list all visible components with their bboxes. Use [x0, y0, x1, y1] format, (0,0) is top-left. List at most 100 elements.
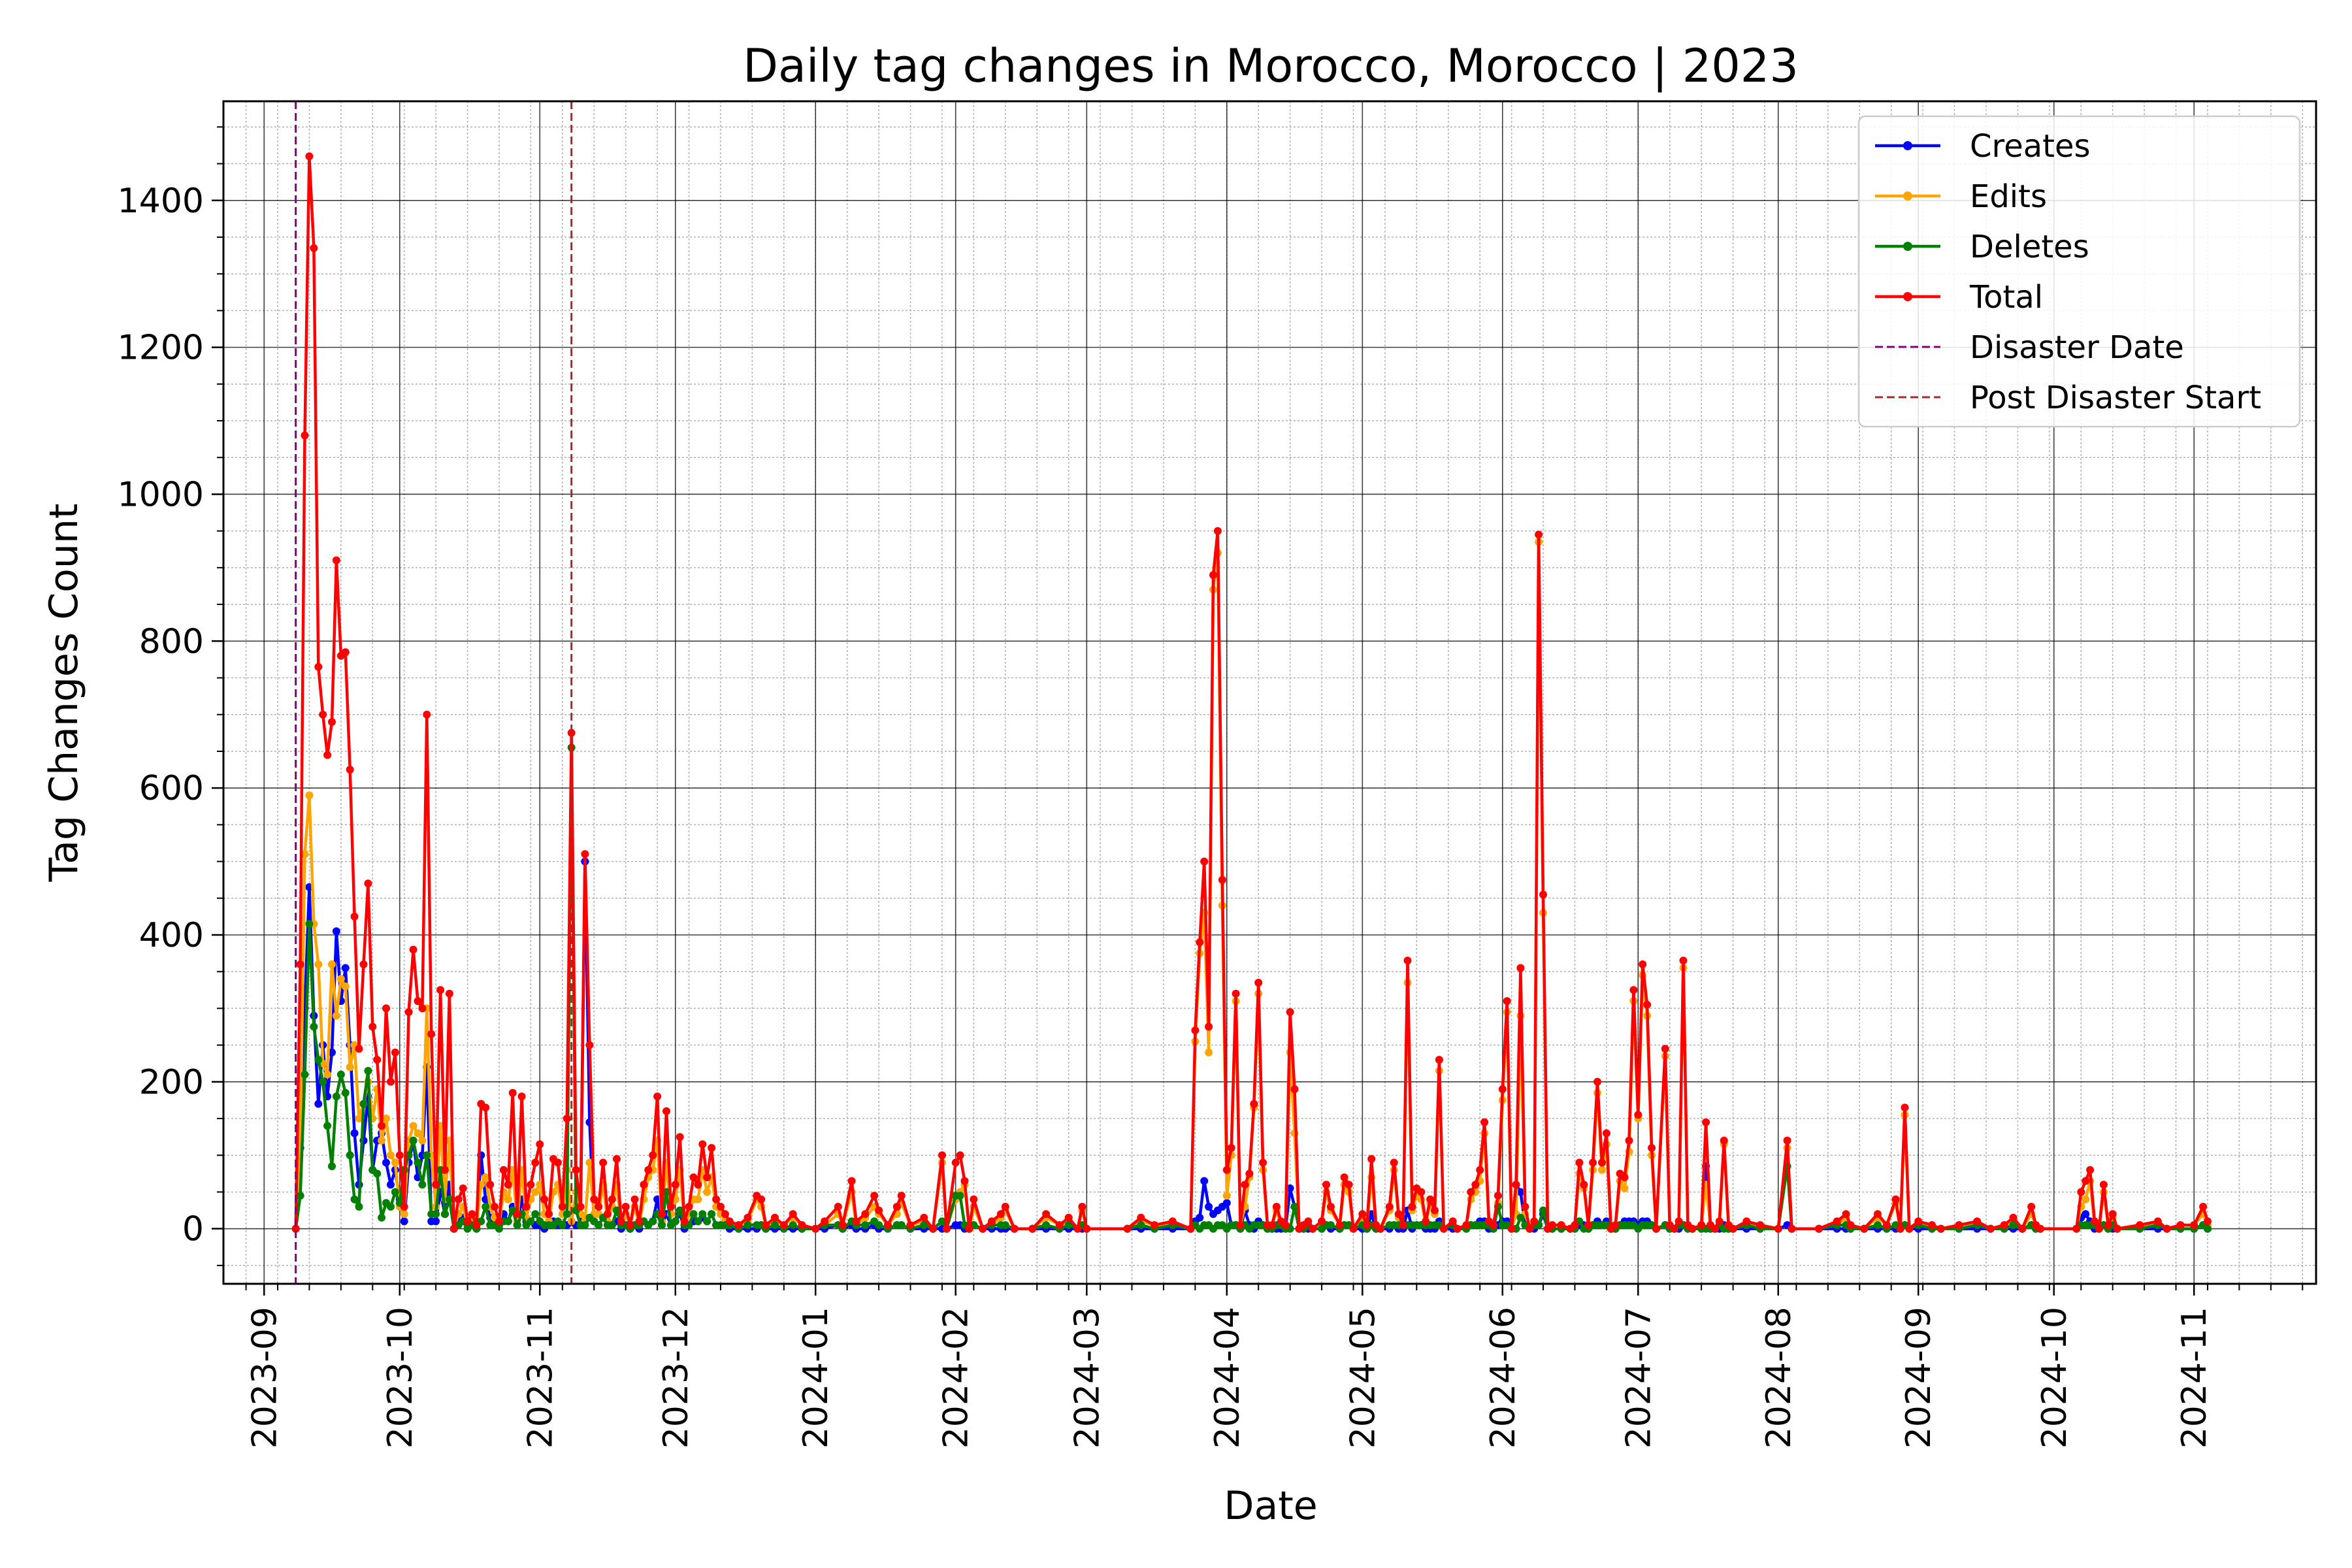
data-point-total — [920, 1213, 928, 1222]
data-point-edits — [1620, 1184, 1629, 1192]
data-point-deletes — [703, 1217, 711, 1226]
data-point-total — [1232, 989, 1240, 998]
data-point-total — [1399, 1221, 1407, 1230]
data-point-total — [522, 1203, 531, 1211]
data-point-total — [1710, 1224, 1719, 1233]
data-point-total — [1697, 1221, 1706, 1230]
data-point-total — [558, 1203, 566, 1211]
data-point-total — [960, 1177, 969, 1185]
data-point-total — [1688, 1224, 1697, 1233]
legend-box — [1857, 115, 2301, 428]
data-point-total — [553, 1158, 562, 1167]
x-tick-label: 2024-08 — [1759, 1307, 1799, 1448]
data-point-total — [2113, 1224, 2121, 1233]
data-point-total — [1290, 1085, 1299, 1094]
legend-label-creates: Creates — [1970, 128, 2091, 165]
x-tick-label: 2024-02 — [937, 1307, 976, 1448]
data-point-total — [572, 1166, 580, 1174]
data-point-creates — [387, 1181, 395, 1189]
data-point-total — [1241, 1181, 1249, 1189]
data-point-total — [734, 1221, 743, 1230]
data-point-total — [1417, 1188, 1426, 1196]
data-point-creates — [382, 1158, 390, 1167]
data-point-deletes — [346, 1151, 354, 1160]
data-point-total — [595, 1203, 603, 1211]
data-point-edits — [301, 850, 309, 858]
data-point-deletes — [441, 1210, 449, 1218]
data-point-total — [423, 710, 431, 719]
data-point-total — [2027, 1203, 2036, 1211]
legend-label-post-disaster-start: Post Disaster Start — [1970, 380, 2261, 416]
data-point-total — [1196, 938, 1204, 947]
data-point-total — [427, 1030, 436, 1038]
data-point-total — [653, 1092, 662, 1101]
data-point-total — [630, 1195, 639, 1203]
data-point-total — [323, 751, 332, 759]
data-point-total — [1679, 956, 1688, 965]
data-point-total — [418, 1004, 427, 1013]
data-point-total — [1914, 1217, 1923, 1226]
data-point-deletes — [671, 1217, 679, 1226]
data-point-creates — [341, 964, 350, 972]
data-point-deletes — [387, 1203, 395, 1211]
data-point-total — [1720, 1136, 1728, 1145]
data-point-total — [1431, 1206, 1439, 1215]
data-point-total — [1245, 1169, 1254, 1178]
data-point-total — [671, 1181, 679, 1189]
data-point-total — [1507, 1224, 1516, 1233]
data-point-total — [545, 1210, 553, 1218]
minor-grid — [217, 101, 2316, 1290]
data-point-total — [1973, 1217, 1982, 1226]
data-point-total — [988, 1217, 996, 1226]
data-point-deletes — [341, 1088, 350, 1097]
data-point-total — [658, 1210, 666, 1218]
data-point-total — [1453, 1224, 1462, 1233]
data-point-creates — [1196, 1213, 1204, 1222]
y-tick-label: 200 — [139, 1063, 204, 1102]
data-point-total — [482, 1103, 490, 1112]
data-point-total — [1891, 1195, 1900, 1203]
data-point-total — [1168, 1217, 1177, 1226]
data-point-total — [838, 1221, 847, 1230]
data-point-creates — [2082, 1210, 2090, 1218]
data-point-total — [1815, 1224, 1823, 1233]
data-point-total — [1498, 1085, 1507, 1094]
data-point-total — [1367, 1154, 1376, 1163]
y-tick-label: 600 — [139, 769, 204, 808]
data-point-total — [491, 1203, 499, 1211]
data-point-total — [996, 1210, 1005, 1218]
data-point-total — [1408, 1203, 1416, 1211]
data-point-deletes — [319, 1077, 327, 1086]
data-point-total — [847, 1177, 856, 1185]
data-point-total — [1335, 1221, 1344, 1230]
data-point-total — [1318, 1217, 1326, 1226]
y-axis-label: Tag Changes Count — [41, 504, 87, 883]
series-total — [291, 152, 2212, 1233]
data-point-deletes — [301, 1070, 309, 1079]
data-point-deletes — [482, 1203, 490, 1211]
data-point-total — [540, 1195, 549, 1203]
data-point-total — [1426, 1195, 1435, 1203]
data-point-total — [725, 1217, 734, 1226]
data-point-creates — [314, 1100, 323, 1108]
data-point-total — [2199, 1203, 2208, 1211]
data-point-total — [1598, 1158, 1606, 1167]
data-point-edits — [305, 791, 314, 800]
data-point-total — [1476, 1166, 1484, 1174]
data-point-total — [495, 1217, 503, 1226]
data-point-total — [1936, 1224, 1945, 1233]
data-point-edits — [332, 1011, 340, 1020]
data-point-creates — [1205, 1203, 1213, 1211]
data-point-edits — [531, 1188, 540, 1196]
data-point-total — [1191, 1026, 1200, 1035]
data-point-deletes — [1064, 1221, 1073, 1230]
data-point-total — [1218, 875, 1226, 884]
data-point-total — [1471, 1181, 1480, 1189]
data-point-total — [1403, 956, 1412, 965]
data-point-total — [942, 1224, 951, 1233]
data-point-total — [463, 1217, 472, 1226]
data-point-total — [1986, 1224, 1995, 1233]
data-point-total — [486, 1181, 495, 1189]
data-point-total — [1286, 1008, 1294, 1016]
